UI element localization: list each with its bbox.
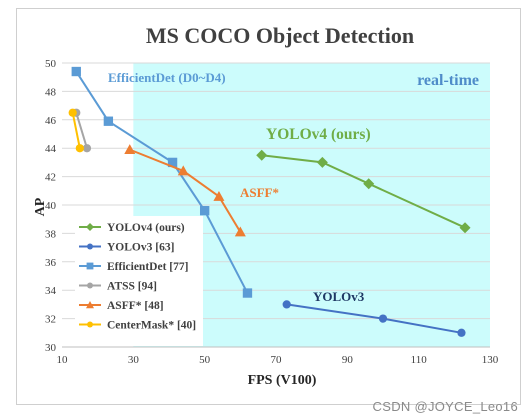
chart-title: MS COCO Object Detection — [146, 23, 414, 48]
legend-swatch-marker — [87, 243, 93, 250]
y-tick-label: 38 — [45, 228, 57, 240]
y-tick-label: 40 — [45, 200, 57, 212]
legend-item: ATSS [94] — [79, 281, 157, 293]
data-point — [459, 222, 471, 234]
series-annotation: EfficientDet (D0~D4) — [108, 70, 226, 85]
legend-item: ASFF* [48] — [79, 300, 164, 312]
legend-swatch-marker — [86, 262, 94, 270]
data-point — [242, 288, 253, 298]
data-point — [71, 66, 81, 77]
series-line — [129, 148, 242, 233]
series-line — [71, 112, 81, 149]
x-tick-label: 110 — [411, 354, 428, 366]
legend-item: YOLOv4 (ours) — [79, 222, 185, 234]
x-tick-label: 70 — [271, 354, 283, 366]
data-point — [167, 157, 178, 168]
y-tick-labels: 30 32 34 36 38 40 42 44 46 48 50 — [45, 58, 57, 354]
series-annotations: YOLOv4 (ours) YOLOv3 EfficientDet (D0~D4) A… — [108, 70, 371, 304]
x-tick-labels: 10 30 50 70 90 110 130 — [57, 354, 499, 366]
data-point — [124, 144, 136, 155]
y-tick-label: 44 — [45, 143, 57, 155]
data-point — [213, 190, 225, 201]
legend-label: ASFF* [48] — [107, 300, 164, 312]
legend-label: YOLOv3 [63] — [107, 242, 174, 254]
legend-label: ATSS [94] — [107, 281, 157, 293]
legend-swatch-marker — [86, 301, 94, 309]
legend-swatch-marker — [87, 282, 93, 289]
legend-label: EfficientDet [77] — [107, 261, 188, 273]
series-line — [261, 154, 466, 229]
data-point — [282, 300, 291, 309]
y-tick-label: 48 — [45, 86, 57, 98]
data-point — [378, 314, 388, 323]
legend-item: YOLOv3 [63] — [79, 242, 174, 254]
series-yolov4-ours — [256, 149, 471, 234]
y-tick-label: 30 — [45, 342, 57, 354]
y-tick-label: 42 — [45, 172, 56, 184]
legend-label: YOLOv4 (ours) — [107, 222, 185, 234]
chart-frame: 10 30 50 70 90 110 130 30 32 34 36 38 40 42 44 46 48 50 … — [16, 8, 521, 405]
series-efficientdet-77 — [71, 66, 253, 298]
y-tick-label: 32 — [45, 314, 56, 326]
x-tick-label: 90 — [342, 354, 354, 366]
x-axis-label: FPS (V100) — [248, 373, 317, 388]
data-point — [363, 178, 375, 190]
data-point — [103, 116, 114, 126]
series-annotation: ASFF* — [240, 185, 279, 200]
y-tick-label: 46 — [45, 115, 57, 127]
x-tick-label: 10 — [57, 354, 69, 366]
series-centermask-40 — [68, 108, 84, 153]
series-annotation: YOLOv3 — [313, 289, 365, 304]
y-axis-label: AP — [33, 197, 48, 216]
chart-svg: 10 30 50 70 90 110 130 3032343638404244464850 … — [33, 23, 499, 388]
series-line — [75, 112, 88, 149]
data-point — [82, 144, 92, 153]
series-yolov3-63 — [282, 300, 466, 337]
legend-swatch-marker — [86, 223, 94, 231]
data-point — [75, 144, 84, 153]
x-tick-label: 50 — [199, 354, 211, 366]
realtime-label: real-time — [417, 72, 479, 89]
y-tick-label: 36 — [45, 257, 57, 269]
data-point — [199, 206, 210, 216]
data-point — [316, 156, 328, 168]
series-layer — [68, 66, 471, 337]
x-tick-label: 130 — [482, 354, 499, 366]
data-point — [256, 149, 268, 161]
legend-item: CenterMask* [40] — [79, 320, 196, 332]
data-point — [177, 165, 189, 176]
legend: YOLOv4 (ours) YOLOv3 [63] EfficientDet [77… — [79, 222, 196, 332]
data-point — [457, 328, 466, 337]
x-tick-label: 30 — [128, 354, 140, 366]
series-asff-48 — [124, 144, 246, 237]
series-annotation: YOLOv4 (ours) — [266, 126, 371, 143]
y-tick-label: 34 — [45, 285, 57, 297]
data-point — [234, 226, 246, 237]
watermark: CSDN @JOYCE_Leo16 — [372, 399, 518, 414]
legend-label: CenterMask* [40] — [107, 320, 196, 332]
legend-swatch-marker — [87, 321, 93, 328]
data-point — [68, 108, 77, 117]
y-tick-label: 50 — [45, 58, 57, 70]
legend-item: EfficientDet [77] — [79, 261, 188, 273]
